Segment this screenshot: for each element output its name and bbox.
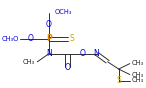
- Text: CH₃: CH₃: [131, 60, 143, 66]
- Text: N: N: [46, 49, 52, 58]
- Text: CH₃: CH₃: [132, 77, 144, 83]
- Text: O: O: [28, 34, 33, 43]
- Text: O: O: [65, 63, 71, 72]
- Text: P: P: [46, 34, 52, 43]
- Text: CH₃: CH₃: [131, 72, 143, 78]
- Text: CH₃O: CH₃O: [1, 36, 19, 42]
- Text: CH₃: CH₃: [23, 59, 35, 65]
- Text: N: N: [94, 49, 99, 58]
- Text: OCH₃: OCH₃: [55, 9, 72, 15]
- Text: S: S: [69, 34, 74, 43]
- Text: S: S: [116, 76, 121, 85]
- Text: O: O: [80, 49, 86, 58]
- Text: O: O: [46, 20, 52, 29]
